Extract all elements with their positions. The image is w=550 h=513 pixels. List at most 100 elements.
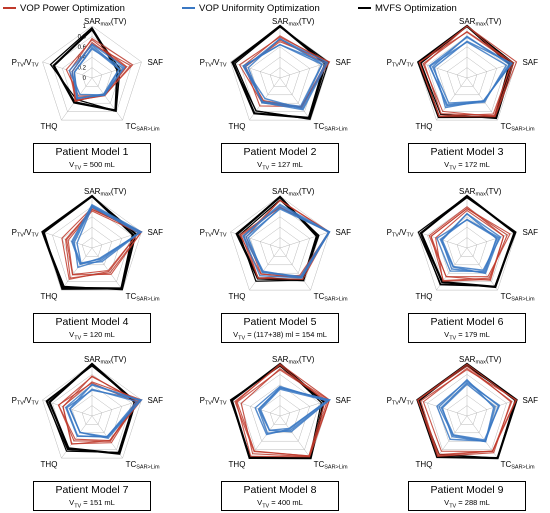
- radar-panel-9: SARmax(TV) SAF TCSAR>Lim THQ PTV/VTV: [387, 355, 539, 471]
- axis-label: TCSAR>Lim: [314, 122, 348, 133]
- axis-label: SARmax(TV): [272, 17, 315, 28]
- grid-spoke: [466, 77, 498, 121]
- grid-ring: [259, 226, 301, 266]
- axis-label: SARmax(TV): [459, 17, 502, 28]
- axis-label: SAF: [147, 396, 163, 405]
- axis-label: SARmax(TV): [84, 17, 127, 28]
- patient-model-volume: VTV = 172 mL: [444, 160, 490, 172]
- axis-label: THQ: [229, 292, 246, 301]
- legend-item-mvfs: MVFS Optimization: [358, 2, 457, 14]
- grid-spoke: [279, 415, 311, 459]
- radar-panel-4: SARmax(TV) SAF TCSAR>Lim THQ PTV/VTV: [12, 187, 164, 303]
- radar-panel-3: SARmax(TV) SAF TCSAR>Lim THQ PTV/VTV: [387, 17, 539, 133]
- axis-label: TCSAR>Lim: [501, 460, 535, 471]
- series-mvfs: [231, 363, 322, 459]
- series-vop-uniformity: [64, 384, 142, 438]
- radar-panel-8: SARmax(TV) SAF TCSAR>Lim THQ PTV/VTV: [200, 355, 352, 471]
- series-vop-uniformity: [242, 43, 323, 108]
- legend-label-mvfs: MVFS Optimization: [375, 2, 457, 14]
- series-mvfs: [234, 26, 330, 120]
- tick-label: 0: [83, 76, 87, 82]
- series-vop-uniformity: [431, 35, 511, 104]
- series-vop-uniformity: [439, 218, 500, 275]
- grid-ring: [81, 237, 103, 257]
- tick-label: 1: [83, 24, 87, 30]
- grid-ring: [446, 226, 488, 266]
- series-vop-power: [417, 365, 512, 457]
- series-vop-power: [235, 363, 331, 458]
- grid-ring: [427, 374, 507, 450]
- patient-model-title: Patient Model 3: [430, 146, 504, 158]
- grid-spoke: [279, 77, 311, 121]
- axis-label: SAF: [522, 58, 538, 67]
- tick-label: 0.6: [78, 45, 87, 51]
- patient-model-caption: Patient Model 2 VTV = 127 mL: [221, 143, 339, 173]
- grid-ring: [42, 25, 142, 121]
- series-mvfs: [417, 195, 516, 287]
- axis-label: SAF: [147, 58, 163, 67]
- grid-ring: [81, 67, 103, 87]
- patient-model-volume: VTV = 500 mL: [69, 160, 115, 172]
- patient-model-caption: Patient Model 7 VTV = 151 mL: [33, 481, 151, 511]
- series-vop-uniformity: [258, 387, 332, 433]
- axis-label: TCSAR>Lim: [501, 292, 535, 303]
- legend: VOP Power Optimization VOP Uniformity Op…: [0, 0, 550, 16]
- grid-ring: [417, 195, 517, 291]
- axis-label: THQ: [416, 292, 433, 301]
- axis-label: SARmax(TV): [84, 355, 127, 366]
- patient-model-caption: Patient Model 8 VTV = 400 mL: [221, 481, 339, 511]
- series-vop-uniformity: [245, 208, 331, 279]
- axis-label: SAF: [147, 228, 163, 237]
- axis-label: PTV/VTV: [12, 396, 39, 407]
- series-vop-uniformity: [73, 205, 140, 269]
- patient-model-title: Patient Model 4: [55, 316, 129, 328]
- axis-label: PTV/VTV: [387, 58, 414, 69]
- axis-label: SAF: [522, 396, 538, 405]
- grid-ring: [259, 56, 301, 96]
- grid-ring: [81, 405, 103, 425]
- axis-label: SARmax(TV): [272, 187, 315, 198]
- grid-spoke: [436, 77, 468, 121]
- grid-ring: [269, 405, 291, 425]
- grid-spoke: [279, 231, 330, 249]
- radar-panel-5: SARmax(TV) SAF TCSAR>Lim THQ PTV/VTV: [200, 187, 352, 303]
- patient-model-title: Patient Model 8: [243, 484, 317, 496]
- series-vop-power: [416, 363, 517, 456]
- series-vop-uniformity: [68, 44, 121, 96]
- series-vop-power: [418, 31, 513, 117]
- axis-label: SAF: [522, 228, 538, 237]
- axis-label: TCSAR>Lim: [314, 460, 348, 471]
- series-vop-power: [240, 368, 330, 458]
- series-vop-uniformity: [242, 203, 331, 279]
- patient-model-caption: Patient Model 4 VTV = 120 mL: [33, 313, 151, 343]
- grid-spoke: [91, 399, 142, 417]
- legend-item-vop-power: VOP Power Optimization: [3, 2, 125, 14]
- grid-ring: [71, 394, 113, 434]
- legend-swatch-mvfs: [358, 7, 371, 9]
- series-vop-uniformity: [436, 379, 500, 442]
- grid-ring: [269, 67, 291, 87]
- axis-label: PTV/VTV: [387, 228, 414, 239]
- grid-ring: [456, 67, 478, 87]
- axis-label: TCSAR>Lim: [314, 292, 348, 303]
- grid-spoke: [466, 399, 517, 417]
- legend-item-vop-uniformity: VOP Uniformity Optimization: [182, 2, 320, 14]
- grid-spoke: [91, 77, 123, 121]
- patient-model-volume: VTV = 127 mL: [257, 160, 303, 172]
- axis-label: SAF: [335, 58, 351, 67]
- axis-label: PTV/VTV: [12, 58, 39, 69]
- axis-label: THQ: [41, 122, 58, 131]
- radar-panel-6: SARmax(TV) SAF TCSAR>Lim THQ PTV/VTV: [387, 187, 539, 303]
- series-vop-uniformity: [69, 388, 138, 438]
- patient-model-title: Patient Model 5: [243, 316, 317, 328]
- radar-panel-2: SARmax(TV) SAF TCSAR>Lim THQ PTV/VTV: [200, 17, 352, 133]
- series-vop-uniformity: [247, 37, 324, 109]
- grid-ring: [42, 363, 142, 459]
- series-vop-uniformity: [438, 378, 495, 443]
- axis-label: THQ: [41, 460, 58, 469]
- axis-label: SARmax(TV): [459, 355, 502, 366]
- radar-panel-1: 00.20.40.60.81SARmax(TV)SAFTCSAR>LimTHQP…: [12, 17, 164, 133]
- series-vop-power: [430, 207, 508, 282]
- radar-panel-7: SARmax(TV) SAF TCSAR>Lim THQ PTV/VTV: [12, 355, 164, 471]
